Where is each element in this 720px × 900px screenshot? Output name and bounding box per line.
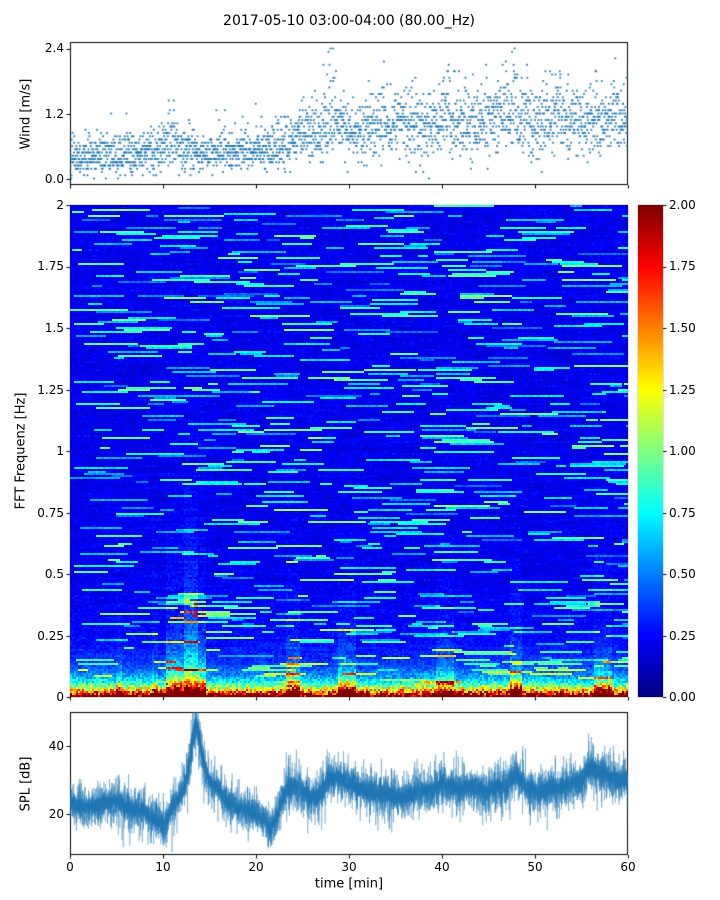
colorbar-tick-1: 0.25	[669, 629, 696, 643]
wind-scatter-canvas	[70, 42, 628, 185]
xtick-40: 40	[434, 860, 450, 874]
xtick-20: 20	[248, 860, 264, 874]
spec-ytick-8: 2	[56, 198, 64, 212]
spec-ytick-4: 1	[56, 444, 64, 458]
xtick-30: 30	[341, 860, 357, 874]
spec-ytick-6: 1.5	[44, 321, 64, 335]
spl-ytick-0: 20	[48, 807, 64, 821]
x-axis-label: time [min]	[314, 876, 384, 892]
spec-ytick-0: 0	[56, 690, 64, 704]
spec-ytick-7: 1.75	[37, 259, 64, 273]
spl-ytick-1: 40	[48, 739, 64, 753]
xtick-0: 0	[66, 860, 74, 874]
colorbar-tick-7: 1.75	[669, 259, 696, 273]
spectrogram-canvas	[70, 205, 628, 697]
colorbar-tick-5: 1.25	[669, 383, 696, 397]
spec-ytick-2: 0.5	[44, 567, 64, 581]
colorbar-tick-8: 2.00	[669, 198, 696, 212]
colorbar-tick-3: 0.75	[669, 506, 696, 520]
colorbar-tick-2: 0.50	[669, 567, 696, 581]
wind-ytick-0: 0.0	[44, 172, 64, 186]
xtick-50: 50	[527, 860, 543, 874]
xtick-60: 60	[620, 860, 636, 874]
colorbar-tick-6: 1.50	[669, 321, 696, 335]
xtick-10: 10	[155, 860, 171, 874]
spec-ytick-5: 1.25	[37, 383, 64, 397]
spec-ytick-3: 0.75	[37, 506, 64, 520]
colorbar-tick-4: 1.00	[669, 444, 696, 458]
colorbar-tick-0: 0.00	[669, 690, 696, 704]
spec-ytick-1: 0.25	[37, 629, 64, 643]
wind-ytick-1: 1.2	[44, 107, 64, 121]
colorbar-canvas	[638, 205, 663, 697]
figure-title: 2017-05-10 03:00-04:00 (80.00_Hz)	[223, 13, 475, 29]
spl-line-canvas	[70, 712, 628, 855]
spl-y-axis-label: SPL [dB]	[18, 756, 34, 812]
wind-ytick-2: 2.4	[44, 41, 64, 55]
